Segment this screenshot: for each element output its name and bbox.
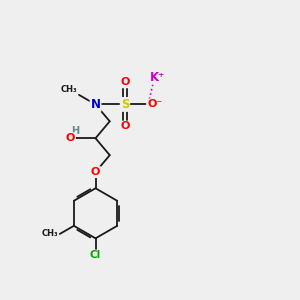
Text: Cl: Cl xyxy=(90,250,101,260)
Text: H: H xyxy=(71,126,79,136)
Text: S: S xyxy=(121,98,129,111)
Text: O: O xyxy=(91,167,100,177)
Text: N: N xyxy=(91,98,100,111)
Text: CH₃: CH₃ xyxy=(61,85,77,94)
Text: O: O xyxy=(120,77,130,87)
Text: O⁻: O⁻ xyxy=(147,99,162,110)
Text: K⁺: K⁺ xyxy=(150,70,166,83)
Text: O: O xyxy=(65,133,75,143)
Text: O: O xyxy=(120,122,130,131)
Text: CH₃: CH₃ xyxy=(42,230,58,238)
